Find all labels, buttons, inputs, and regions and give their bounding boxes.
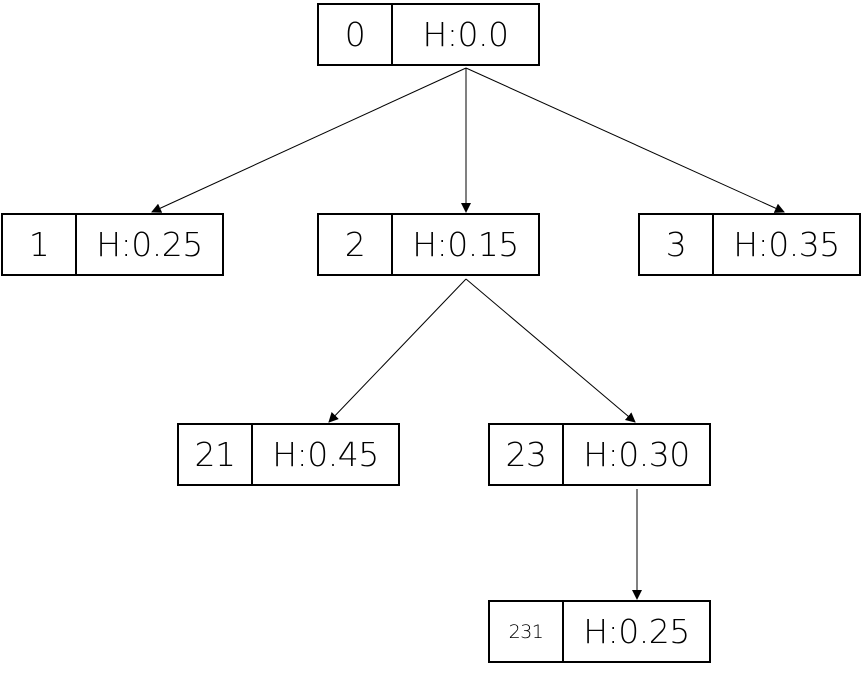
- node-id-label: 0: [319, 5, 393, 64]
- node-h-value: H:0.15: [412, 225, 519, 264]
- node-id-label: 23: [490, 425, 564, 484]
- node-id-label: 3: [640, 215, 714, 274]
- node-h-value: H:0.0: [422, 15, 509, 54]
- node-h-value: H:0.45: [272, 435, 379, 474]
- tree-node-21: 21 H:0.45: [177, 423, 400, 486]
- node-id-label: 21: [179, 425, 253, 484]
- node-h-value: H:0.35: [733, 225, 840, 264]
- tree-node-23: 23 H:0.30: [488, 423, 711, 486]
- tree-node-3: 3 H:0.35: [638, 213, 861, 276]
- edge-2-to-21: [328, 278, 467, 423]
- node-id-label: 231: [490, 602, 564, 661]
- node-h-value: H:0.25: [583, 612, 690, 651]
- tree-node-0: 0 H:0.0: [317, 3, 540, 66]
- tree-node-231: 231 H:0.25: [488, 600, 711, 663]
- node-id-label: 2: [319, 215, 393, 274]
- node-h-value: H:0.25: [96, 225, 203, 264]
- tree-node-1: 1 H:0.25: [1, 213, 224, 276]
- tree-node-2: 2 H:0.15: [317, 213, 540, 276]
- edge-2-to-23: [465, 278, 636, 423]
- edge-0-to-3: [465, 67, 785, 213]
- edge-0-to-1: [151, 67, 467, 213]
- node-id-label: 1: [3, 215, 77, 274]
- node-h-value: H:0.30: [583, 435, 690, 474]
